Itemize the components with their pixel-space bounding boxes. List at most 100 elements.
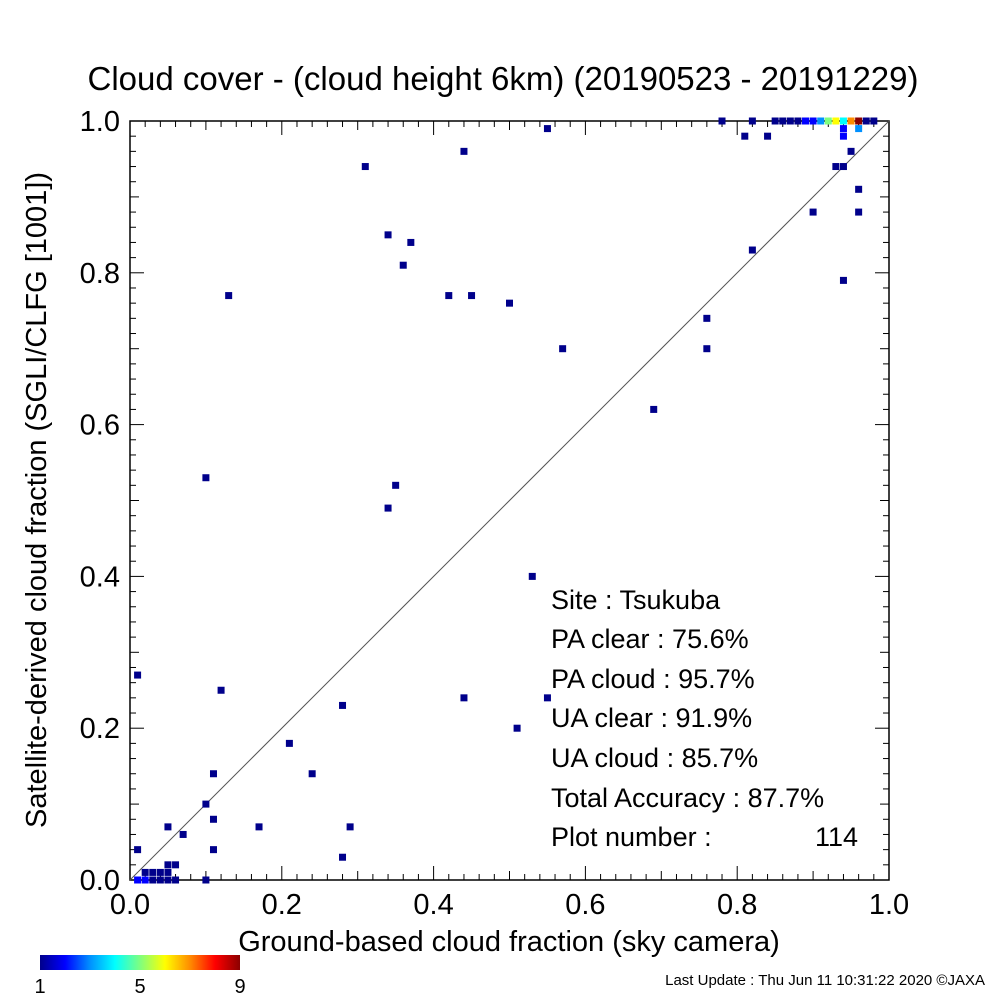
data-points: [134, 117, 878, 884]
data-point: [407, 238, 415, 246]
axis-ticks: [129, 120, 890, 881]
data-point: [543, 125, 551, 133]
x-tick-label: 0.6: [565, 889, 605, 921]
y-tick-label: 0.8: [80, 258, 120, 290]
ua-clear-label: UA clear : 91.9%: [551, 703, 752, 733]
data-point: [870, 117, 878, 125]
data-point: [172, 876, 180, 884]
plot-number-value: 114: [815, 822, 858, 852]
data-point: [202, 800, 210, 808]
data-point: [384, 231, 392, 239]
data-point: [786, 117, 794, 125]
x-tick-label: 1.0: [869, 889, 909, 921]
data-point: [839, 132, 847, 140]
data-point: [703, 345, 711, 353]
x-tick-label: 0.0: [110, 889, 150, 921]
data-point: [839, 125, 847, 133]
data-point: [839, 163, 847, 171]
chart-title: Cloud cover - (cloud height 6km) (201905…: [88, 60, 919, 97]
data-point: [543, 694, 551, 702]
data-point: [209, 815, 217, 823]
y-tick-label: 0.0: [80, 865, 120, 897]
y-tick-label: 0.2: [80, 713, 120, 745]
y-tick-labels: 0.0 0.2 0.4 0.6 0.8 1.0: [80, 106, 120, 897]
data-point: [392, 481, 400, 489]
data-point: [361, 163, 369, 171]
data-point: [285, 739, 293, 747]
data-point: [855, 117, 863, 125]
data-point: [794, 117, 802, 125]
pa-clear-label: PA clear : 75.6%: [551, 624, 749, 654]
data-point: [209, 770, 217, 778]
data-point: [399, 261, 407, 269]
data-point: [513, 724, 521, 732]
data-point: [225, 292, 233, 300]
colorbar-tick-label: 9: [234, 976, 245, 998]
x-tick-labels: 0.0 0.2 0.4 0.6 0.8 1.0: [110, 889, 909, 921]
data-point: [855, 185, 863, 193]
data-point: [824, 117, 832, 125]
data-point: [156, 868, 164, 876]
data-point: [460, 147, 468, 155]
total-accuracy-label: Total Accuracy : 87.7%: [551, 783, 824, 813]
data-point: [771, 117, 779, 125]
data-point: [468, 292, 476, 300]
data-point: [839, 117, 847, 125]
x-tick-label: 0.4: [413, 889, 453, 921]
data-point: [741, 132, 749, 140]
one-to-one-line: [129, 120, 890, 881]
data-point: [217, 686, 225, 694]
data-point: [209, 846, 217, 854]
data-point: [528, 572, 536, 580]
pa-cloud-label: PA cloud : 95.7%: [551, 664, 755, 694]
data-point: [339, 701, 347, 709]
colorbar-tick-label: 1: [34, 976, 45, 998]
data-point: [839, 276, 847, 284]
data-point: [779, 117, 787, 125]
data-point: [817, 117, 825, 125]
data-point: [339, 853, 347, 861]
site-label: Site : Tsukuba: [551, 585, 721, 615]
data-point: [346, 823, 354, 831]
data-point: [202, 876, 210, 884]
data-point: [202, 474, 210, 482]
last-update-footer: Last Update : Thu Jun 11 10:31:22 2020 ©…: [665, 972, 985, 989]
data-point: [164, 861, 172, 869]
colorbar-tick-labels: 1 5 9: [34, 976, 245, 998]
y-tick-label: 0.4: [80, 561, 120, 593]
data-point: [847, 147, 855, 155]
colorbar-tick-label: 5: [134, 976, 145, 998]
data-point: [764, 132, 772, 140]
data-point: [718, 117, 726, 125]
data-point: [164, 868, 172, 876]
y-axis-label: Satellite-derived cloud fraction (SGLI/C…: [21, 172, 53, 828]
statistics-box: Site : Tsukuba PA clear : 75.6% PA cloud…: [551, 585, 858, 852]
data-point: [506, 299, 513, 307]
data-point: [748, 246, 756, 254]
data-point: [832, 163, 840, 171]
data-point: [134, 846, 142, 854]
data-point: [149, 876, 157, 884]
colorbar: [40, 955, 240, 970]
data-point: [832, 117, 840, 125]
data-point: [559, 345, 567, 353]
data-point: [134, 671, 142, 679]
data-point: [703, 314, 711, 322]
data-point: [650, 405, 658, 413]
data-point: [255, 823, 263, 831]
y-tick-label: 0.6: [80, 410, 120, 442]
x-axis-label: Ground-based cloud fraction (sky camera): [238, 926, 780, 958]
data-point: [172, 861, 180, 869]
data-point: [164, 823, 172, 831]
data-point: [141, 876, 149, 884]
data-point: [809, 208, 817, 216]
data-point: [308, 770, 316, 778]
data-point: [748, 117, 756, 125]
data-point: [862, 117, 870, 125]
data-point: [384, 504, 392, 512]
data-point: [445, 292, 453, 300]
data-point: [149, 868, 157, 876]
data-point: [141, 868, 149, 876]
data-point: [134, 876, 142, 884]
